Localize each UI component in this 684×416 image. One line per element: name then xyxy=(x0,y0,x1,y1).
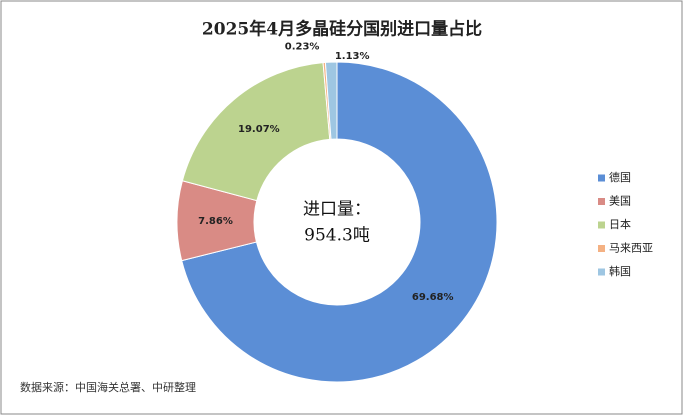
data-label: 19.07% xyxy=(238,124,280,135)
donut-segment xyxy=(324,61,338,140)
center-label: 进口量： xyxy=(303,200,371,220)
data-label: 69.68% xyxy=(412,292,454,303)
legend-swatch xyxy=(598,245,605,252)
legend-swatch xyxy=(598,198,605,205)
legend-swatch xyxy=(598,268,605,276)
donut-segment xyxy=(181,61,498,383)
legend-label: 韩国 xyxy=(609,264,631,278)
legend-label: 德国 xyxy=(609,170,631,184)
donut-segment xyxy=(181,62,331,202)
legend-label: 马来西亚 xyxy=(609,242,653,255)
legend-label: 日本 xyxy=(609,217,631,231)
center-value: 954.3吨 xyxy=(304,226,370,246)
legend-label: 美国 xyxy=(609,195,631,208)
data-label: 0.23% xyxy=(285,42,320,53)
source-note: 数据来源：中国海关总署、中研整理 xyxy=(20,380,196,394)
chart-title: 2025年4月多晶硅分国别进口量占比 xyxy=(202,19,482,40)
data-label: 7.86% xyxy=(198,216,233,227)
legend-swatch xyxy=(598,174,605,182)
legend-swatch xyxy=(598,221,605,229)
data-label: 1.13% xyxy=(335,51,370,62)
